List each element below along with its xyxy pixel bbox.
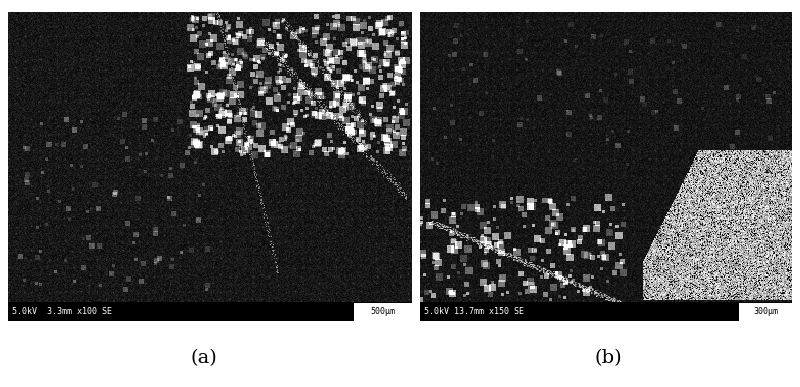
Bar (354, 303, 412, 321)
Text: (b): (b) (594, 349, 622, 367)
Bar (739, 303, 792, 321)
Text: 500μm: 500μm (370, 307, 395, 317)
Text: 300μm: 300μm (753, 307, 778, 317)
Text: (a): (a) (190, 349, 218, 367)
Text: 5.0kV  3.3mm x100 SE: 5.0kV 3.3mm x100 SE (12, 307, 112, 317)
Text: 5.0kV 13.7mm x150 SE: 5.0kV 13.7mm x150 SE (424, 307, 524, 317)
